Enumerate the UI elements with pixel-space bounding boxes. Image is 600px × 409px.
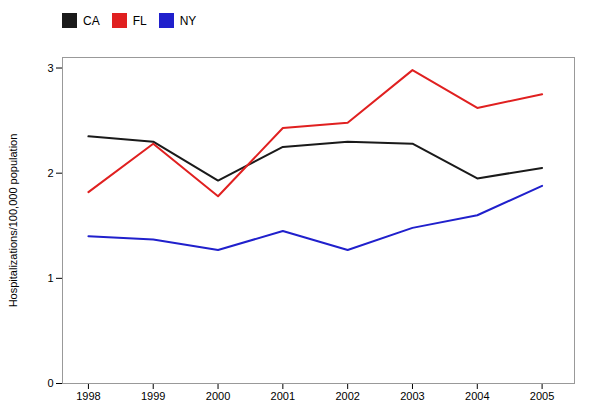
svg-text:2005: 2005 — [530, 390, 554, 402]
svg-text:Hospitalizations/100,000 popul: Hospitalizations/100,000 population — [7, 134, 19, 308]
svg-text:3: 3 — [47, 62, 53, 74]
svg-text:2: 2 — [47, 167, 53, 179]
html-text:CA: CA — [83, 13, 100, 28]
svg-text:2004: 2004 — [465, 390, 489, 402]
html-text:NY: NY — [179, 13, 197, 28]
svg-text:2002: 2002 — [335, 390, 359, 402]
svg-text:2001: 2001 — [271, 390, 295, 402]
html-text:FL: FL — [132, 13, 147, 28]
svg-text:1998: 1998 — [76, 390, 100, 402]
svg-text:0: 0 — [47, 377, 53, 389]
svg-text:1: 1 — [47, 272, 53, 284]
svg-text:2003: 2003 — [400, 390, 424, 402]
svg-text:1999: 1999 — [141, 390, 165, 402]
svg-text:2000: 2000 — [206, 390, 230, 402]
